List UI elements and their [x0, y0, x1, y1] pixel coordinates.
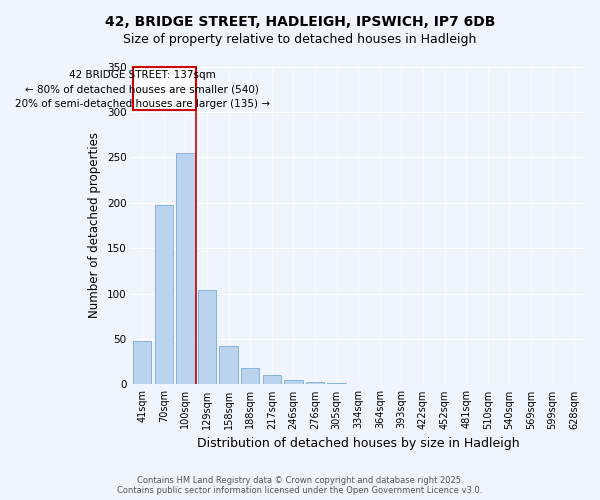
Bar	[198, 290, 216, 384]
Bar	[306, 382, 324, 384]
Y-axis label: Number of detached properties: Number of detached properties	[88, 132, 101, 318]
Bar	[241, 368, 259, 384]
Text: 20% of semi-detached houses are larger (135) →: 20% of semi-detached houses are larger (…	[15, 99, 270, 109]
Text: ← 80% of detached houses are smaller (540): ← 80% of detached houses are smaller (54…	[25, 84, 259, 94]
Bar	[284, 380, 302, 384]
Text: 42, BRIDGE STREET, HADLEIGH, IPSWICH, IP7 6DB: 42, BRIDGE STREET, HADLEIGH, IPSWICH, IP…	[105, 15, 495, 29]
Bar	[133, 341, 151, 384]
Bar	[263, 376, 281, 384]
Bar	[328, 382, 346, 384]
FancyBboxPatch shape	[133, 66, 196, 110]
Text: 42 BRIDGE STREET: 137sqm: 42 BRIDGE STREET: 137sqm	[69, 70, 215, 80]
Text: Contains HM Land Registry data © Crown copyright and database right 2025.
Contai: Contains HM Land Registry data © Crown c…	[118, 476, 482, 495]
Bar	[155, 204, 173, 384]
X-axis label: Distribution of detached houses by size in Hadleigh: Distribution of detached houses by size …	[197, 437, 520, 450]
Bar	[220, 346, 238, 385]
Bar	[176, 153, 194, 384]
Text: Size of property relative to detached houses in Hadleigh: Size of property relative to detached ho…	[124, 32, 476, 46]
